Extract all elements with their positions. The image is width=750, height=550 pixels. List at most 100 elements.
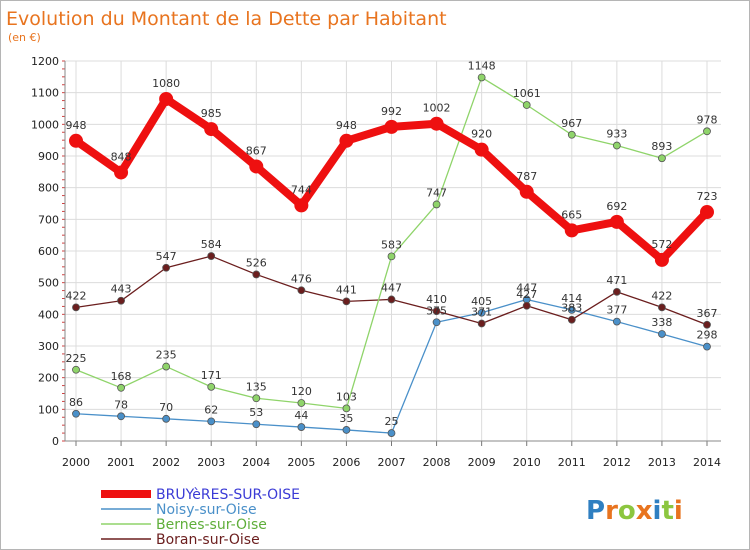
data-point [159,92,174,106]
data-label: 692 [606,200,627,213]
brand-letter: P [586,496,605,526]
data-label: 1002 [423,102,451,115]
data-label: 893 [651,140,672,153]
y-tick-label: 500 [38,277,59,290]
data-label: 375 [426,304,447,317]
y-tick-label: 400 [38,308,59,321]
data-point [117,296,125,305]
x-tick-label: 2009 [468,456,496,469]
data-label: 35 [339,412,353,425]
data-label: 410 [426,293,447,306]
data-point [477,319,486,328]
data-label: 747 [426,186,447,199]
data-label: 867 [246,144,267,157]
data-point [297,399,306,407]
data-label: 948 [66,119,87,132]
data-label: 447 [381,281,402,294]
data-label: 422 [66,289,87,302]
data-point [703,320,711,329]
data-label: 744 [291,183,312,196]
brand-letter: i [674,496,683,526]
data-label: 583 [381,238,402,251]
data-point [207,417,216,426]
data-label: 377 [606,304,627,317]
data-label: 120 [291,385,312,398]
data-label: 405 [471,295,492,308]
data-point [612,141,621,150]
data-label: 78 [114,398,128,411]
data-label: 723 [697,190,718,203]
x-tick-label: 2006 [332,456,360,469]
data-point [658,330,666,338]
data-point [69,133,83,148]
data-label: 225 [66,352,87,365]
data-label: 443 [111,283,132,296]
y-tick-label: 100 [38,403,59,416]
y-tick-label: 900 [38,150,59,163]
data-label: 168 [111,370,132,383]
data-label: 427 [516,288,537,301]
data-point [252,420,261,429]
data-label: 985 [201,107,222,120]
y-tick-label: 600 [38,245,59,258]
data-label: 526 [246,256,267,269]
data-label: 338 [651,316,672,329]
data-point [162,414,171,423]
data-point [297,423,306,431]
data-label: 235 [156,349,177,362]
data-point [252,270,261,279]
data-point [432,200,441,209]
data-point [658,154,666,163]
data-label: 1061 [513,87,541,100]
axes: 0 100 200 300 400 500 600 700 800 900 1000 1100 1200… [31,55,721,469]
data-point [387,429,396,437]
data-label: 848 [111,150,132,163]
x-tick-label: 2001 [107,456,135,469]
x-tick-label: 2014 [693,456,721,469]
data-point [474,142,489,157]
x-tick-label: 2012 [603,456,631,469]
data-point [162,362,171,371]
data-point [703,342,711,351]
data-label: 383 [561,302,582,315]
data-point [477,73,486,82]
data-label: 967 [561,117,582,130]
brand-logo: Proxiti [586,496,683,526]
y-tick-label: 1000 [31,118,59,131]
data-label: 44 [294,409,308,422]
data-point [658,303,666,312]
data-point [522,101,531,109]
grid [65,60,721,441]
series-layer [69,73,714,437]
data-point [564,223,579,238]
data-point [162,263,171,272]
legend-label: Bernes-sur-Oise [156,517,267,533]
data-label: 1080 [152,77,180,90]
data-label: 371 [471,306,492,319]
x-tick-label: 2004 [242,456,270,469]
data-label: 447 [516,281,537,294]
brand-letter: t [661,496,673,526]
x-tick-label: 2008 [423,456,451,469]
chart-title: Evolution du Montant de la Dette par Hab… [6,8,447,30]
data-point [703,127,711,136]
data-point [387,295,396,304]
y-tick-label: 200 [38,372,59,385]
legend-label: BRUYèRES-SUR-OISE [156,487,300,503]
data-point [252,394,261,403]
data-label: 62 [204,403,218,416]
data-point [339,133,354,148]
y-tick-label: 1100 [31,87,59,100]
data-label: 948 [336,119,357,132]
data-point [342,297,351,306]
data-point [204,122,219,137]
brand-letter: i [653,496,662,526]
y-tick-label: 700 [38,213,59,226]
data-label: 920 [471,128,492,141]
data-label: 414 [561,292,582,305]
legend-label: Noisy-sur-Oise [156,502,257,518]
brand-letter: o [618,496,636,526]
data-point [700,205,714,220]
data-point [609,214,624,229]
